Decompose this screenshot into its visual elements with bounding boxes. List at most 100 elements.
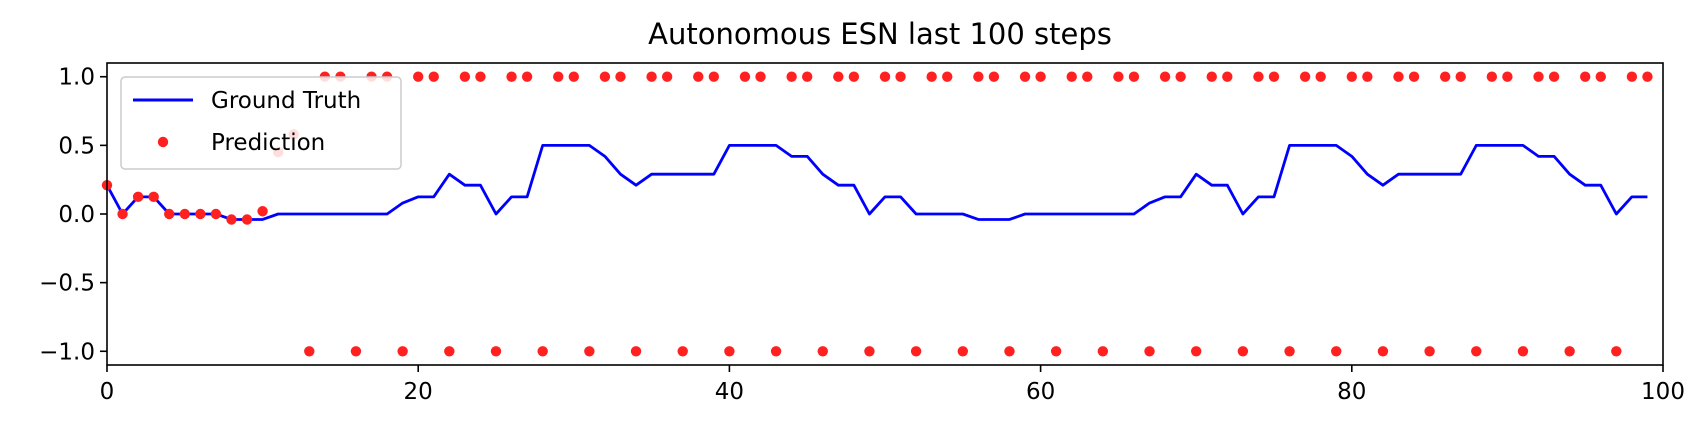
prediction-point	[615, 71, 626, 82]
x-tick-label: 80	[1337, 379, 1366, 405]
ground-truth-line	[105, 143, 1648, 221]
prediction-point	[179, 208, 190, 220]
prediction-point	[1299, 71, 1311, 82]
axes: 0 20 40 60 80 100 1.0 0.5 0.0 −0.5 −1.0	[39, 62, 1685, 405]
prediction-point	[1128, 71, 1140, 82]
legend: Ground Truth Prediction	[120, 76, 402, 170]
prediction-point	[879, 71, 891, 82]
prediction-point	[1175, 71, 1186, 82]
prediction-point	[802, 71, 813, 82]
plot-area	[101, 71, 1653, 357]
prediction-point	[708, 71, 720, 82]
prediction-point	[1113, 71, 1124, 82]
prediction-point	[677, 346, 688, 357]
prediction-point	[195, 208, 206, 220]
prediction-point	[833, 71, 844, 82]
prediction-point	[1315, 71, 1326, 82]
prediction-point	[988, 71, 1000, 82]
prediction-point	[350, 346, 362, 357]
x-tick-label: 20	[404, 379, 433, 405]
prediction-point	[1455, 71, 1466, 82]
prediction-point	[1471, 346, 1482, 357]
prediction-point	[599, 71, 611, 82]
prediction-point	[1019, 71, 1031, 82]
prediction-point	[537, 346, 548, 357]
prediction-point	[584, 346, 595, 357]
prediction-point	[490, 346, 502, 357]
chart-title: Autonomous ESN last 100 steps	[648, 17, 1112, 51]
prediction-point	[1486, 71, 1498, 82]
prediction-point	[257, 206, 268, 217]
prediction-point	[1580, 71, 1591, 82]
prediction-point	[1050, 346, 1062, 357]
prediction-point	[1642, 71, 1653, 82]
prediction-point	[1144, 346, 1155, 357]
prediction-point	[661, 71, 673, 82]
prediction-point	[459, 71, 471, 82]
prediction-point	[413, 71, 424, 82]
prediction-point	[568, 71, 579, 82]
prediction-point	[164, 208, 175, 220]
prediction-point	[1564, 346, 1575, 357]
prediction-point	[1066, 71, 1077, 82]
prediction-point	[1159, 71, 1171, 82]
prediction-point	[942, 71, 953, 82]
prediction-point	[864, 346, 875, 357]
prediction-point	[957, 346, 968, 357]
prediction-point	[226, 214, 237, 225]
prediction-point	[1097, 346, 1109, 357]
prediction-point	[117, 208, 128, 220]
prediction-point	[428, 71, 439, 82]
prediction-point	[304, 346, 315, 357]
prediction-point	[630, 346, 642, 357]
prediction-point	[1548, 71, 1560, 82]
prediction-point	[1533, 71, 1544, 82]
prediction-point	[646, 71, 657, 82]
prediction-point	[1191, 346, 1202, 357]
prediction-point	[1626, 71, 1638, 82]
prediction-point	[1253, 71, 1264, 82]
prediction-point	[1424, 346, 1435, 357]
y-tick-label: −1.0	[39, 339, 95, 365]
prediction-point	[1362, 71, 1373, 82]
prediction-point	[1237, 346, 1249, 357]
prediction-point	[1408, 71, 1420, 82]
prediction-point	[553, 71, 564, 82]
prediction-point	[1393, 71, 1404, 82]
prediction-point	[755, 71, 766, 82]
prediction-point	[1035, 71, 1046, 82]
prediction-point	[1284, 346, 1295, 357]
prediction-point	[1082, 71, 1093, 82]
x-tick-label: 0	[100, 379, 115, 405]
prediction-point	[1517, 346, 1529, 357]
prediction-point	[1004, 346, 1015, 357]
prediction-point	[475, 71, 486, 82]
prediction-point	[770, 346, 782, 357]
prediction-point	[739, 71, 751, 82]
prediction-point	[1222, 71, 1233, 82]
prediction-point	[148, 191, 159, 203]
prediction-point	[693, 71, 704, 82]
prediction-point	[910, 346, 922, 357]
x-tick-label: 100	[1641, 379, 1685, 405]
prediction-point	[1502, 71, 1513, 82]
prediction-point	[506, 71, 517, 82]
y-tick-label: 0.5	[58, 133, 95, 159]
prediction-point	[1611, 346, 1622, 357]
prediction-point	[1377, 346, 1389, 357]
prediction-point	[444, 346, 455, 357]
prediction-point	[397, 346, 408, 357]
legend-label-prediction: Prediction	[211, 130, 325, 156]
prediction-point	[895, 71, 906, 82]
x-tick-label: 40	[715, 379, 744, 405]
prediction-point	[210, 208, 222, 220]
prediction-point	[973, 71, 984, 82]
y-tick-label: 0.0	[58, 202, 95, 228]
legend-label-ground-truth: Ground Truth	[211, 88, 361, 114]
prediction-point	[848, 71, 860, 82]
prediction-point	[817, 346, 828, 357]
prediction-point	[786, 71, 797, 82]
y-tick-label: 1.0	[58, 65, 95, 91]
prediction-point	[1331, 346, 1342, 357]
y-tick-label: −0.5	[39, 271, 95, 297]
